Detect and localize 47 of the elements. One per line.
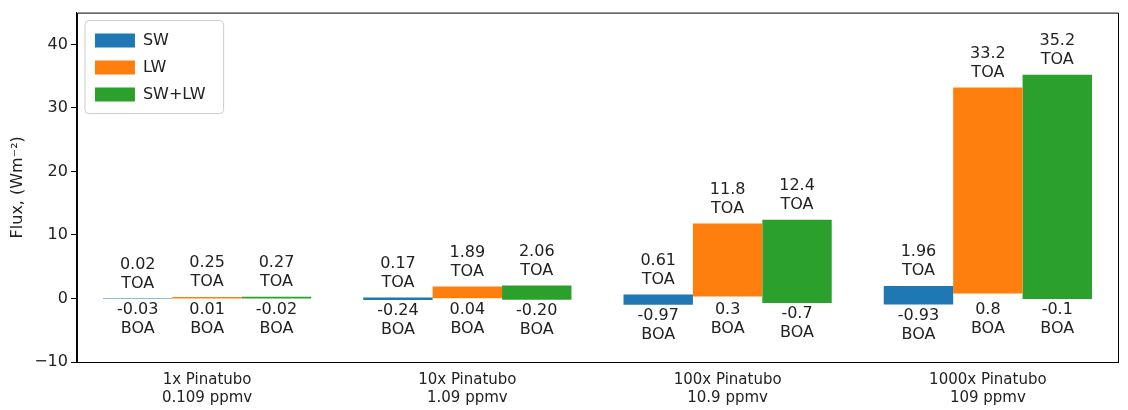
x-tick-label: 100x Pinatubo 10.9 ppmv — [673, 369, 782, 406]
annotation: 0.3 BOA — [710, 298, 745, 337]
y-tick-label: 0 — [57, 287, 68, 307]
data-label: 1.96 TOA — [900, 241, 937, 280]
bar — [883, 286, 954, 305]
data-label: 11.8 TOA — [709, 178, 746, 217]
annotation: -0.20 BOA — [516, 299, 558, 338]
x-tick-label: 1x Pinatubo 0.109 ppmv — [161, 369, 253, 406]
y-tick-label: 10 — [47, 224, 68, 244]
annotation: -0.97 BOA — [637, 304, 679, 343]
annotation: -0.24 BOA — [377, 300, 419, 339]
data-label: 12.4 TOA — [779, 174, 815, 213]
data-label: 2.06 TOA — [518, 240, 555, 279]
annotation: -0.1 BOA — [1040, 299, 1075, 338]
data-label: 35.2 TOA — [1039, 30, 1076, 69]
annotation: -0.7 BOA — [780, 303, 815, 342]
bar — [1022, 74, 1092, 300]
data-label: 0.27 TOA — [258, 251, 295, 290]
bar — [692, 223, 763, 297]
annotation: -0.03 BOA — [116, 298, 159, 337]
bar — [953, 87, 1023, 294]
annotation: -0.02 BOA — [255, 298, 298, 337]
y-axis-title: Flux, (Wm⁻²) — [6, 136, 26, 239]
bar — [432, 286, 503, 299]
y-tick-label: 30 — [47, 97, 68, 117]
annotation: 0.04 BOA — [449, 298, 486, 337]
data-label: 0.02 TOA — [119, 253, 156, 292]
y-tick-label: 20 — [47, 160, 68, 180]
data-label: 0.61 TOA — [640, 249, 677, 288]
data-label: 1.89 TOA — [449, 241, 486, 280]
x-tick-label: 1000x Pinatubo 109 ppmv — [929, 369, 1047, 406]
legend-label: LW — [142, 56, 167, 76]
bar — [502, 285, 572, 300]
annotation: -0.93 BOA — [897, 304, 940, 343]
x-tick-label: 10x Pinatubo 1.09 ppmv — [418, 369, 517, 406]
bar — [623, 294, 693, 305]
data-label: 33.2 TOA — [970, 42, 1006, 81]
data-label: 0.25 TOA — [189, 252, 225, 291]
annotation: 0.01 BOA — [189, 298, 225, 337]
y-tick-label: −10 — [34, 351, 68, 371]
legend-label: SW+LW — [142, 83, 206, 103]
data-label: 0.17 TOA — [380, 252, 416, 291]
annotation: 0.8 BOA — [970, 298, 1005, 337]
bar — [363, 297, 433, 300]
y-tick-label: 40 — [47, 33, 68, 53]
bar — [762, 219, 832, 303]
legend-label: SW — [142, 29, 170, 49]
